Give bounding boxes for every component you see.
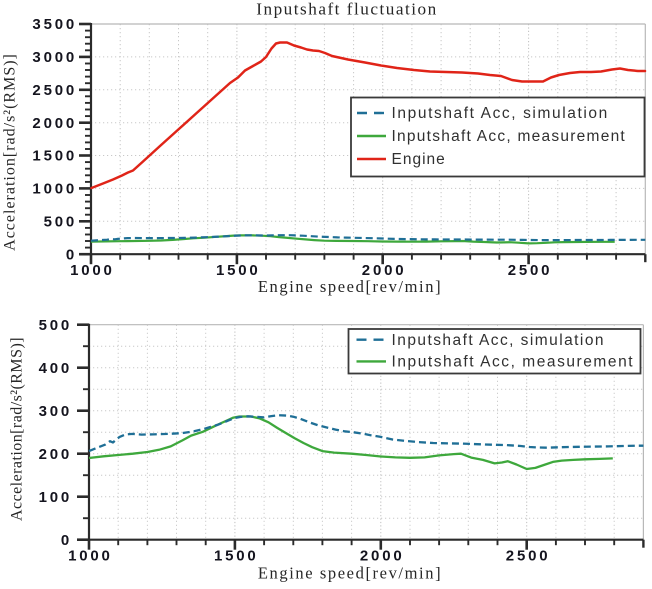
- svg-text:2500: 2500: [508, 262, 553, 279]
- svg-text:300: 300: [39, 403, 72, 420]
- svg-text:2000: 2000: [362, 262, 407, 279]
- svg-text:2500: 2500: [506, 548, 551, 565]
- svg-text:Inputshaft fluctuation: Inputshaft fluctuation: [256, 0, 437, 19]
- svg-text:1500: 1500: [214, 548, 259, 565]
- svg-text:Inputshaft Acc, simulation: Inputshaft Acc, simulation: [392, 332, 605, 349]
- svg-text:Inputshaft Acc, measurement: Inputshaft Acc, measurement: [392, 354, 635, 371]
- svg-text:500: 500: [44, 214, 77, 231]
- svg-text:2000: 2000: [360, 548, 405, 565]
- svg-text:3000: 3000: [32, 49, 77, 66]
- svg-text:200: 200: [39, 446, 72, 463]
- svg-text:Engine speed[rev/min]: Engine speed[rev/min]: [258, 564, 442, 583]
- svg-text:3500: 3500: [32, 16, 77, 33]
- svg-text:Acceleration[rad/s²(RMS)]: Acceleration[rad/s²(RMS)]: [2, 53, 19, 251]
- svg-text:400: 400: [39, 360, 72, 377]
- svg-text:1500: 1500: [32, 148, 77, 165]
- svg-text:500: 500: [39, 317, 72, 334]
- svg-text:1000: 1000: [70, 262, 115, 279]
- svg-text:1500: 1500: [216, 262, 261, 279]
- svg-text:100: 100: [39, 489, 72, 506]
- svg-text:0: 0: [66, 246, 77, 263]
- svg-text:Engine: Engine: [392, 151, 446, 168]
- svg-text:Inputshaft Acc, measurement: Inputshaft Acc, measurement: [392, 128, 627, 145]
- svg-text:1000: 1000: [68, 548, 113, 565]
- svg-text:0: 0: [61, 532, 72, 549]
- svg-text:2500: 2500: [32, 82, 77, 99]
- svg-text:2000: 2000: [32, 115, 77, 132]
- svg-text:Inputshaft Acc, simulation: Inputshaft Acc, simulation: [392, 105, 609, 122]
- svg-text:Engine speed[rev/min]: Engine speed[rev/min]: [258, 277, 442, 296]
- svg-text:1000: 1000: [32, 181, 77, 198]
- svg-text:Acceleration[rad/s²(RMS)]: Acceleration[rad/s²(RMS)]: [9, 337, 26, 521]
